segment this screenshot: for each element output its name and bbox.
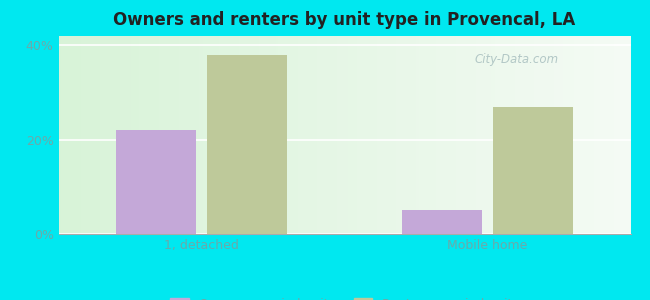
Bar bbox=[207, 55, 287, 234]
Title: Owners and renters by unit type in Provencal, LA: Owners and renters by unit type in Prove… bbox=[113, 11, 576, 29]
Text: City-Data.com: City-Data.com bbox=[474, 53, 558, 66]
Legend: Owner occupied units, Renter occupied units: Owner occupied units, Renter occupied un… bbox=[170, 298, 519, 300]
Bar bbox=[116, 130, 196, 234]
Bar bbox=[493, 107, 573, 234]
Bar bbox=[402, 210, 482, 234]
